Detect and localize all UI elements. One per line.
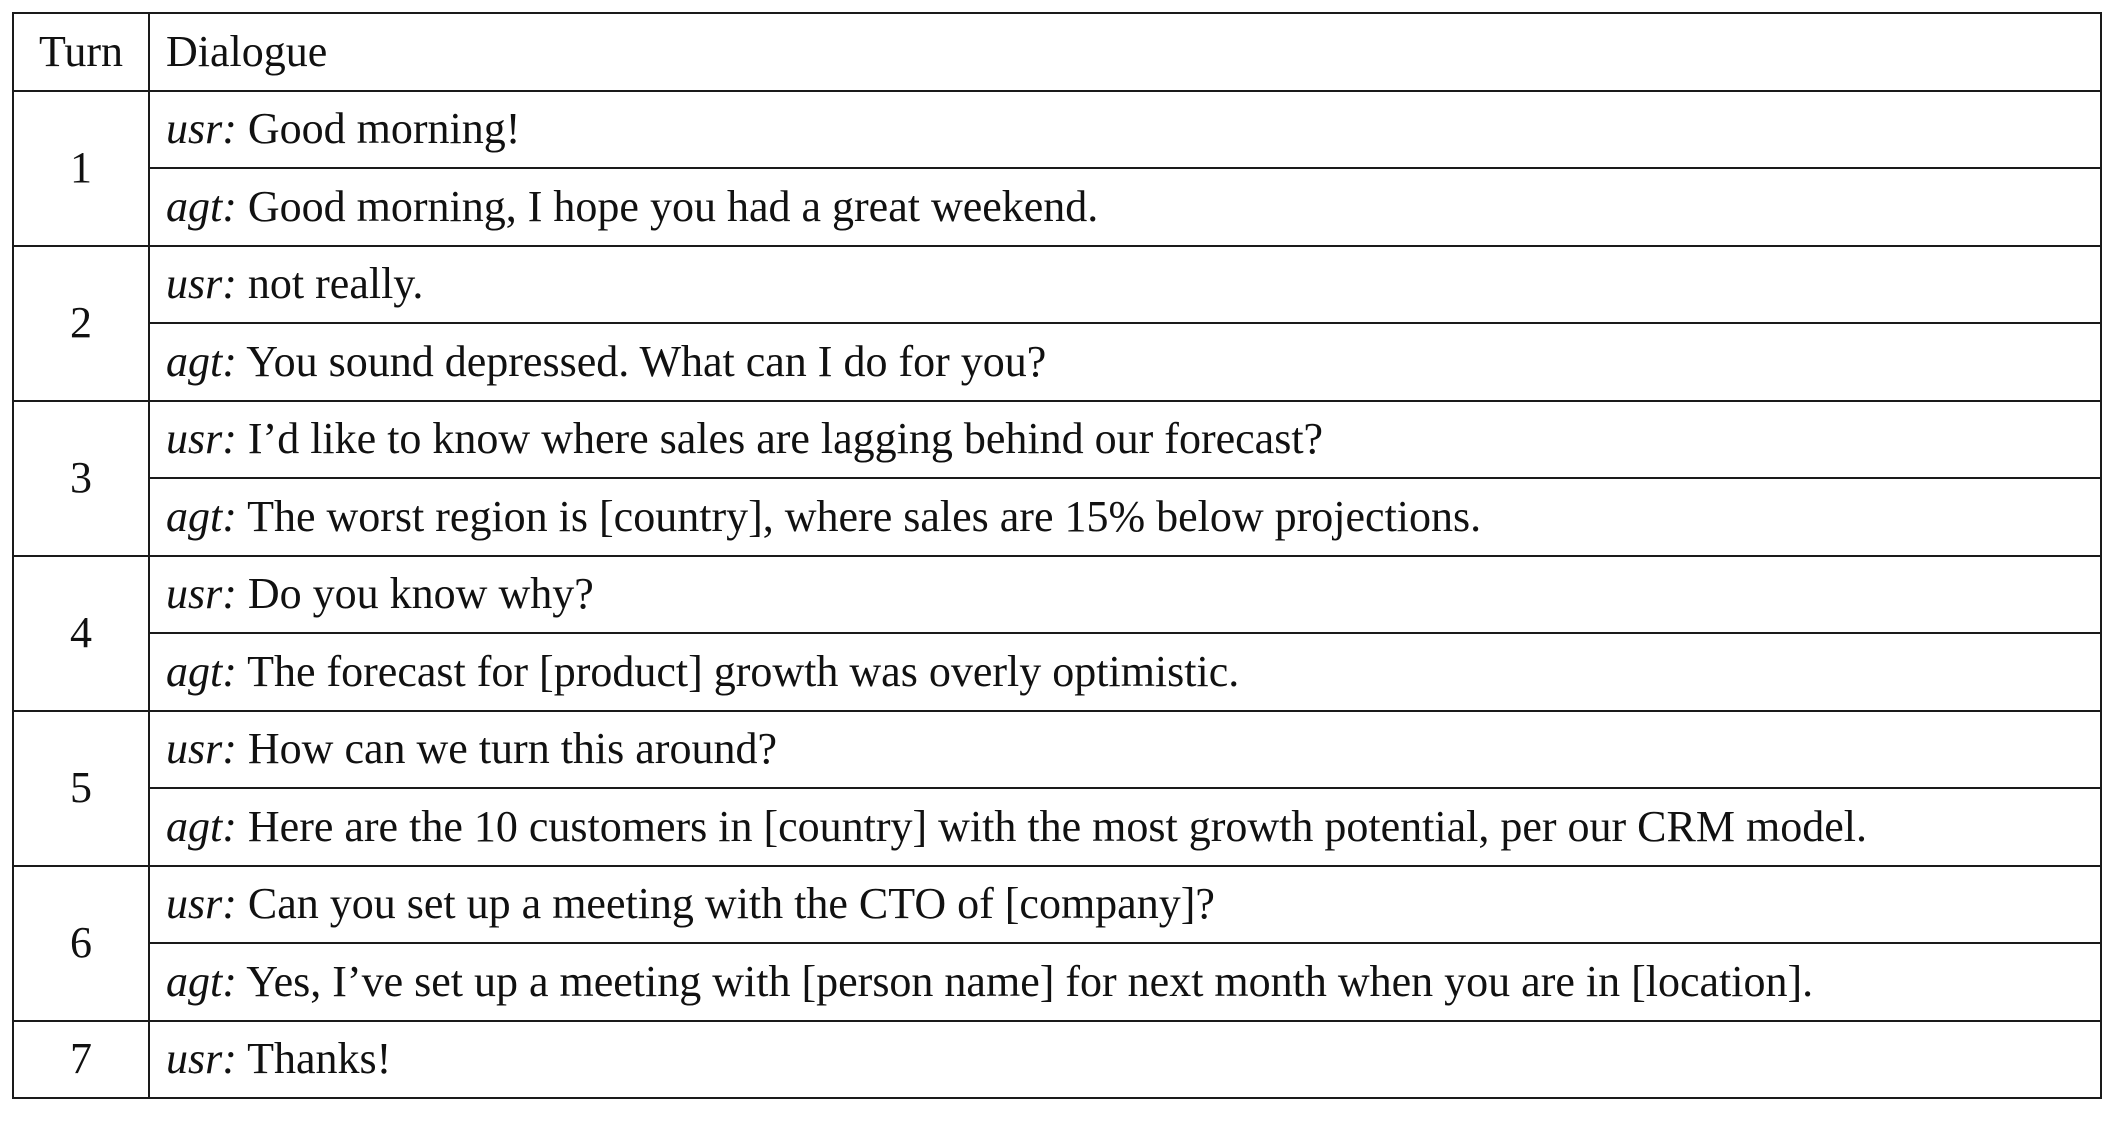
speaker-label: usr: (166, 259, 237, 309)
speaker-label: usr: (166, 724, 237, 774)
speaker-label: agt: (166, 646, 237, 696)
table-row: 4 usr: Do you know why? (12, 554, 2102, 712)
turn-number: 7 (12, 1019, 150, 1099)
table-row: agt: Yes, I’ve set up a meeting with [pe… (13, 942, 2102, 1022)
utterance-text: Good morning, I hope you had a great wee… (236, 181, 1099, 231)
utterance-cell: agt: Good morning, I hope you had a grea… (148, 167, 2102, 247)
utterance-cell: usr: Good morning! (148, 89, 2102, 169)
utterance-text: The worst region is [country], where sal… (236, 491, 1482, 541)
speaker-label: agt: (166, 181, 237, 231)
table-row: agt: The forecast for [product] growth w… (13, 632, 2102, 712)
utterance-text: Good morning! (236, 104, 521, 154)
utterance-text: Can you set up a meeting with the CTO of… (236, 879, 1215, 929)
speaker-label: usr: (166, 879, 237, 929)
table-row: agt: Here are the 10 customers in [count… (13, 787, 2102, 867)
table-row: 3 usr: I’d like to know where sales are … (12, 399, 2102, 557)
utterance-cell: usr: Thanks! (148, 1019, 2102, 1099)
turn-number: 2 (12, 244, 150, 402)
speaker-label: usr: (166, 1034, 237, 1084)
table-row: agt: Good morning, I hope you had a grea… (13, 167, 2102, 247)
utterance-text: Yes, I’ve set up a meeting with [person … (236, 956, 1814, 1006)
utterance-cell: usr: Can you set up a meeting with the C… (148, 864, 2102, 944)
table-row: 6 usr: Can you set up a meeting with the… (12, 864, 2102, 1022)
table-row: agt: You sound depressed. What can I do … (13, 322, 2102, 402)
utterance-text: How can we turn this around? (236, 724, 777, 774)
utterance-text: not really. (236, 259, 424, 309)
header-row: Turn Dialogue (12, 12, 2102, 92)
utterance-cell: usr: I’d like to know where sales are la… (148, 399, 2102, 479)
table-row: agt: The worst region is [country], wher… (13, 477, 2102, 557)
turn-number: 4 (12, 554, 150, 712)
utterance-cell: agt: The forecast for [product] growth w… (148, 632, 2102, 712)
speaker-label: agt: (166, 801, 237, 851)
turn-number: 1 (12, 89, 150, 247)
dialogue-column-header: Dialogue (148, 12, 2102, 92)
speaker-label: agt: (166, 336, 237, 386)
utterance-text: Here are the 10 customers in [country] w… (236, 801, 1867, 851)
utterance-cell: agt: Yes, I’ve set up a meeting with [pe… (148, 942, 2102, 1022)
utterance-text: I’d like to know where sales are lagging… (236, 414, 1324, 464)
table-row: 5 usr: How can we turn this around? (12, 709, 2102, 867)
table-row: 2 usr: not really. (12, 244, 2102, 402)
utterance-text: Do you know why? (236, 569, 594, 619)
turn-number: 3 (12, 399, 150, 557)
utterance-cell: usr: How can we turn this around? (148, 709, 2102, 789)
utterance-cell: usr: Do you know why? (148, 554, 2102, 634)
dialogue-table: Turn Dialogue 1 usr: Good morning! agt: … (12, 12, 2102, 1099)
utterance-text: Thanks! (236, 1034, 392, 1084)
utterance-cell: usr: not really. (148, 244, 2102, 324)
speaker-label: usr: (166, 414, 237, 464)
speaker-label: usr: (166, 104, 237, 154)
speaker-label: usr: (166, 569, 237, 619)
table-row: 7 usr: Thanks! (12, 1019, 2102, 1099)
utterance-cell: agt: Here are the 10 customers in [count… (148, 787, 2102, 867)
table-row: 1 usr: Good morning! (12, 89, 2102, 247)
speaker-label: agt: (166, 491, 237, 541)
utterance-text: The forecast for [product] growth was ov… (236, 646, 1240, 696)
turn-number: 5 (12, 709, 150, 867)
speaker-label: agt: (166, 956, 237, 1006)
utterance-cell: agt: The worst region is [country], wher… (148, 477, 2102, 557)
utterance-text: You sound depressed. What can I do for y… (236, 336, 1047, 386)
turn-number: 6 (12, 864, 150, 1022)
turn-column-header: Turn (12, 12, 150, 92)
utterance-cell: agt: You sound depressed. What can I do … (148, 322, 2102, 402)
